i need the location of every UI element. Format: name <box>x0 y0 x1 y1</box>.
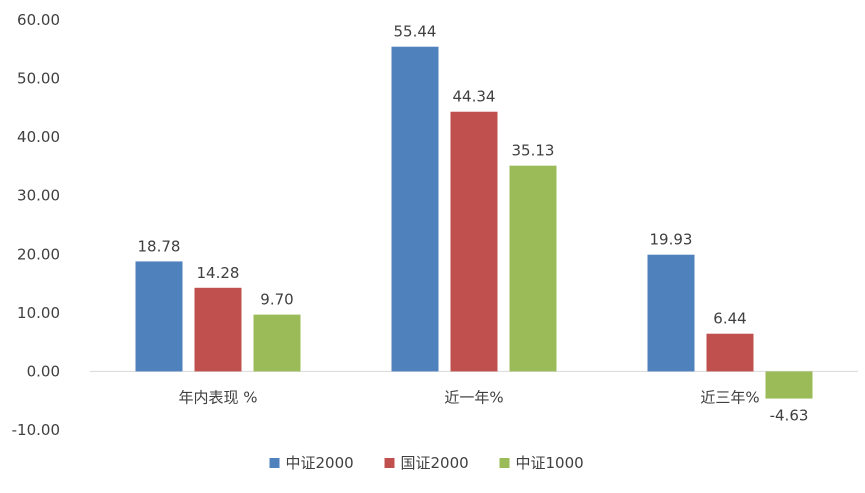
y-tick-label: 0.00 <box>27 362 60 380</box>
x-tick-label: 近三年% <box>700 388 759 406</box>
y-tick-label: 30.00 <box>17 187 60 205</box>
data-label: 18.78 <box>138 237 181 255</box>
data-label: 35.13 <box>512 142 555 160</box>
bar-2-1 <box>194 287 242 372</box>
data-label: 9.70 <box>260 291 293 309</box>
data-label: 55.44 <box>394 23 437 41</box>
y-tick-label: 40.00 <box>17 128 60 146</box>
bar-2-2 <box>450 111 498 372</box>
legend-swatch <box>384 458 395 468</box>
legend-swatch <box>269 458 280 468</box>
y-tick-label: 50.00 <box>17 70 60 88</box>
data-labels-layer: 18.78 14.28 9.70 55.44 44.34 35.13 19.93 6.44 -4… <box>138 23 809 425</box>
bar-2-3 <box>706 333 754 372</box>
y-tick-label: 60.00 <box>17 11 60 29</box>
data-label: 19.93 <box>650 231 693 249</box>
y-axis: 60.00 50.00 40.00 30.00 20.00 10.00 0.00 -10.00 <box>12 11 60 439</box>
legend-label: 中证2000 <box>286 454 354 472</box>
y-tick-label: 20.00 <box>17 245 60 263</box>
legend-swatch <box>499 458 510 468</box>
data-label: -4.63 <box>770 407 809 425</box>
y-tick-label: -10.00 <box>12 421 60 439</box>
data-label: 6.44 <box>713 310 746 328</box>
data-label: 14.28 <box>197 264 240 282</box>
x-tick-label: 近一年% <box>444 388 503 406</box>
x-axis: 年内表现 % 近一年% 近三年% <box>178 388 759 406</box>
x-tick-label: 年内表现 % <box>178 388 257 406</box>
bar-1-2 <box>391 46 439 372</box>
bars-layer <box>135 46 813 399</box>
y-tick-label: 10.00 <box>17 304 60 322</box>
bar-3-2 <box>509 165 557 372</box>
bar-1-3 <box>647 254 695 372</box>
bar-3-3 <box>765 371 813 399</box>
legend: 中证2000 国证2000 中证1000 <box>269 454 584 472</box>
data-label: 44.34 <box>453 88 496 106</box>
bar-3-1 <box>253 314 301 372</box>
legend-label: 中证1000 <box>516 454 584 472</box>
legend-label: 国证2000 <box>401 454 469 472</box>
bar-1-1 <box>135 261 183 372</box>
